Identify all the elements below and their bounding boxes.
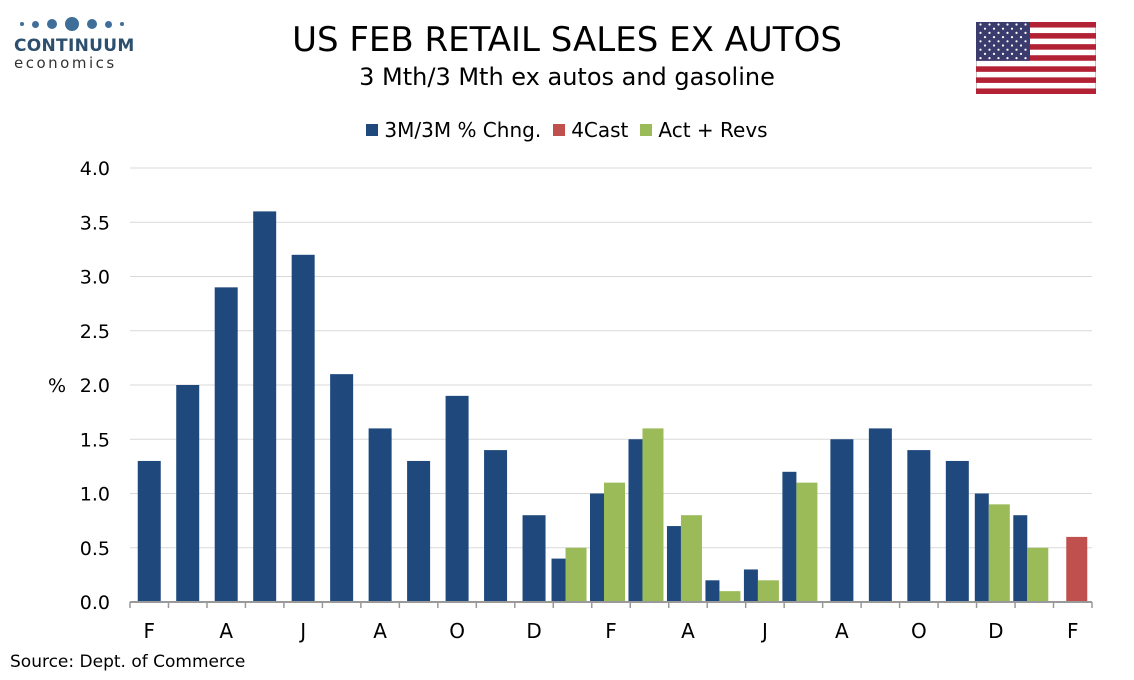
y-tick-label: 3.0 [80, 267, 110, 289]
x-tick-label: O [911, 619, 927, 643]
bar-revised [988, 504, 1010, 602]
legend-item-revised: Act + Revs [640, 118, 768, 142]
bar-main [974, 493, 989, 602]
logo-subtitle: economics [14, 54, 117, 72]
legend-label-forecast: 4Cast [571, 118, 629, 142]
x-tick-label: J [298, 619, 306, 643]
bar-forecast [1066, 536, 1088, 602]
logo-name: CONTINUUM [14, 36, 135, 56]
bar-main [830, 439, 854, 602]
legend-label-main: 3M/3M % Chng. [384, 118, 542, 142]
x-tick-label: A [219, 619, 233, 643]
logo-dots-icon [20, 14, 144, 34]
bar-main [368, 428, 392, 602]
bar-revised [642, 428, 664, 602]
bar-main [291, 254, 315, 603]
bar-main [484, 450, 508, 602]
bar-main [522, 515, 546, 602]
legend-item-main: 3M/3M % Chng. [366, 118, 541, 142]
chart-subtitle: 3 Mth/3 Mth ex autos and gasoline [359, 63, 775, 91]
bar-main [666, 526, 681, 602]
x-tick-label: D [988, 619, 1003, 643]
us-flag-icon [976, 22, 1096, 94]
legend-swatch-forecast [553, 124, 566, 136]
y-tick-label: 2.0 [80, 375, 110, 397]
y-tick-label: 2.5 [80, 321, 110, 343]
x-tick-label: F [605, 619, 617, 643]
bar-main [907, 450, 931, 602]
y-tick-label: 3.5 [80, 212, 110, 234]
legend-swatch-main [366, 124, 379, 136]
x-tick-label: A [681, 619, 695, 643]
bar-main [330, 374, 354, 602]
bar-main [214, 287, 238, 602]
bar-main [445, 395, 469, 602]
legend-swatch-revised [640, 124, 653, 136]
bar-main [782, 471, 797, 602]
x-tick-label: O [449, 619, 465, 643]
x-tick-label: A [373, 619, 387, 643]
bar-revised [565, 547, 587, 602]
x-tick-label: A [835, 619, 849, 643]
bar-main [176, 385, 200, 602]
x-tick-label: F [143, 619, 155, 643]
bar-main [1013, 515, 1028, 602]
y-tick-label: 0.0 [80, 592, 110, 614]
source-note: Source: Dept. of Commerce [10, 652, 246, 672]
continuum-logo: CONTINUUM economics [14, 14, 144, 72]
bar-revised [719, 591, 741, 602]
chart-title: US FEB RETAIL SALES EX AUTOS [292, 20, 842, 60]
x-tick-label: D [526, 619, 541, 643]
bar-revised [1027, 547, 1049, 602]
y-tick-label: 4.0 [80, 158, 110, 180]
bar-main [628, 439, 643, 602]
bar-main [868, 428, 892, 602]
chart-legend: 3M/3M % Chng. 4Cast Act + Revs [0, 118, 1134, 142]
y-tick-label: 0.5 [80, 538, 110, 560]
y-tick-label: 1.5 [80, 429, 110, 451]
legend-label-revised: Act + Revs [658, 118, 768, 142]
bar-main [253, 211, 277, 602]
bar-revised [796, 482, 818, 602]
bar-main [743, 569, 758, 602]
bar-main [945, 460, 969, 602]
y-tick-label: 1.0 [80, 484, 110, 506]
bar-main [137, 460, 161, 602]
bar-main [551, 558, 566, 602]
bar-main [590, 493, 604, 602]
bar-main [407, 460, 431, 602]
legend-item-forecast: 4Cast [553, 118, 628, 142]
bar-revised [604, 482, 625, 602]
bar-main [705, 580, 720, 602]
bar-revised [757, 580, 779, 602]
x-tick-label: F [1067, 619, 1079, 643]
bar-revised [680, 515, 702, 602]
y-axis-label: % [48, 375, 66, 397]
x-tick-label: J [760, 619, 768, 643]
